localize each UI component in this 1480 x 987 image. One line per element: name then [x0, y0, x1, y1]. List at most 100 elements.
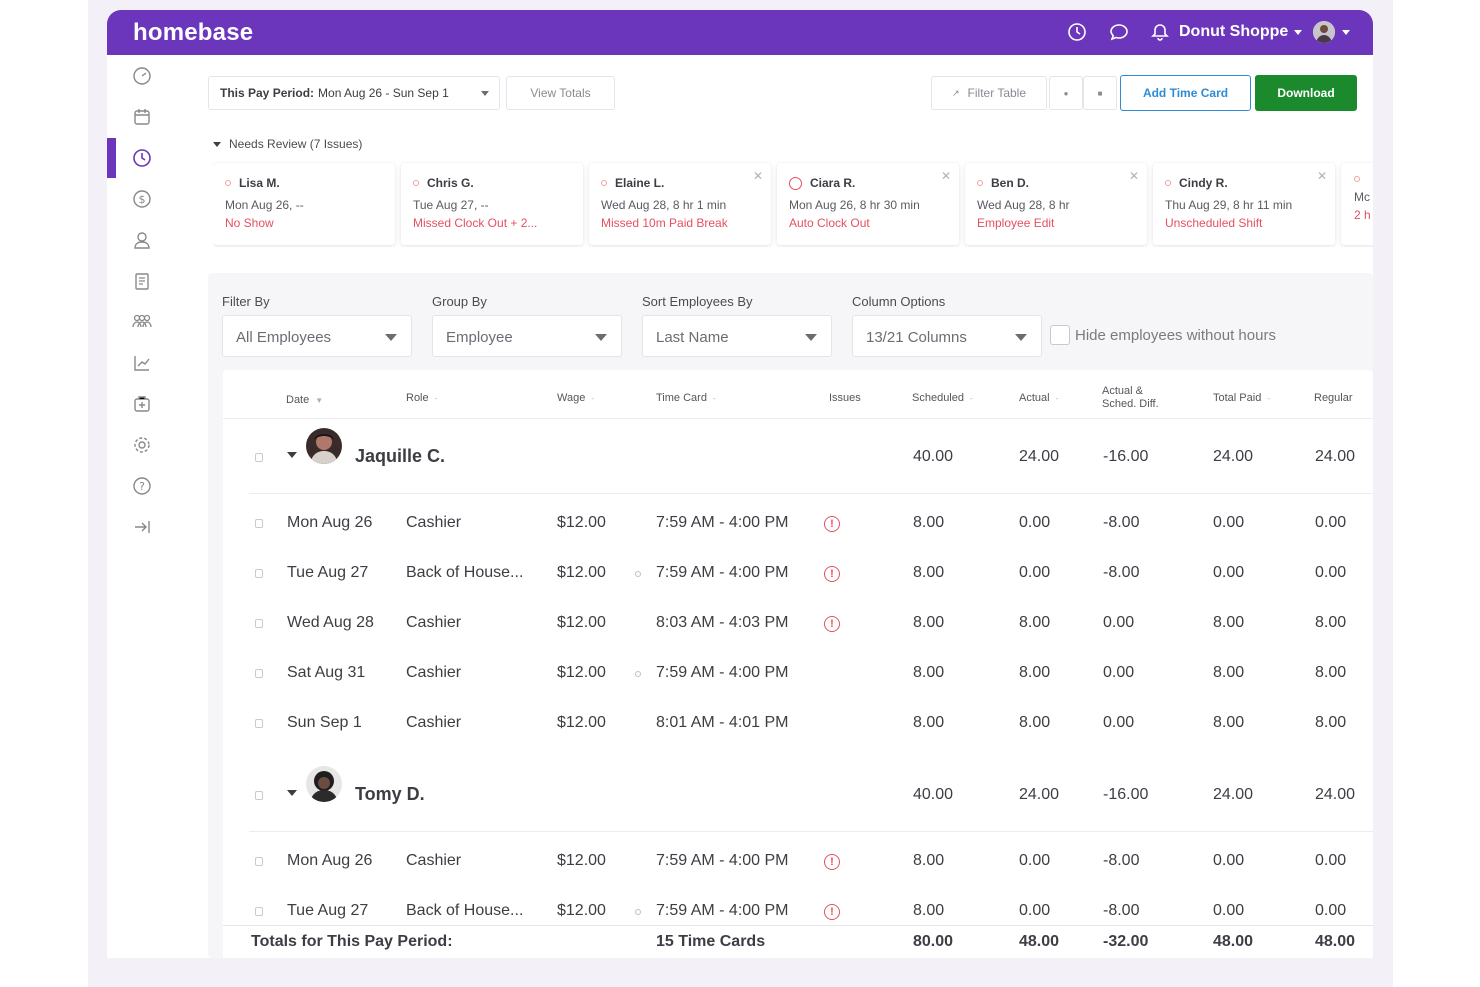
note-icon[interactable]	[635, 571, 641, 577]
issues-header[interactable]: Issues	[829, 392, 861, 404]
caret-down-icon	[213, 141, 221, 147]
date-header[interactable]: Date ▼	[286, 394, 323, 407]
row-role: Back of House...	[406, 564, 524, 581]
lock-icon[interactable]	[255, 791, 263, 800]
issue-card[interactable]: ✕ Ben D. Wed Aug 28, 8 hr Employee Edit	[965, 163, 1147, 245]
row-total-paid: 8.00	[1213, 664, 1245, 681]
row-total-paid: 0.00	[1213, 902, 1245, 919]
row-wage: $12.00	[557, 514, 606, 531]
row-time-card[interactable]: 7:59 AM - 4:00 PM	[656, 664, 789, 681]
issue-alert-icon[interactable]: !	[824, 854, 840, 870]
lock-icon[interactable]	[255, 453, 263, 462]
issue-alert-icon[interactable]: !	[824, 616, 840, 632]
team-icon[interactable]	[131, 311, 153, 333]
issue-employee: Ben D.	[991, 176, 1030, 190]
lock-icon[interactable]	[255, 907, 263, 916]
row-time-card[interactable]: 7:59 AM - 4:00 PM	[656, 514, 789, 531]
row-time-card[interactable]: 7:59 AM - 4:00 PM	[656, 852, 789, 869]
issue-alert-icon[interactable]: !	[824, 516, 840, 532]
totals-scheduled: 80.00	[913, 933, 954, 950]
chevron-down-icon[interactable]	[1342, 30, 1350, 35]
issue-card[interactable]: Lisa M. Mon Aug 26, -- No Show	[213, 163, 395, 245]
employee-name[interactable]: Jaquille C.	[355, 446, 446, 466]
chat-icon[interactable]	[1109, 22, 1129, 42]
row-time-card[interactable]: 7:59 AM - 4:00 PM	[656, 902, 789, 919]
issue-card[interactable]: ✕ Elaine L. Wed Aug 28, 8 hr 1 min Misse…	[589, 163, 771, 245]
document-icon[interactable]	[131, 270, 153, 292]
issue-card[interactable]: ✕ Ciara R. Mon Aug 26, 8 hr 30 min Auto …	[777, 163, 959, 245]
filter-by-select[interactable]: All Employees	[222, 315, 412, 357]
row-date: Mon Aug 26	[287, 852, 373, 869]
row-regular: 0.00	[1315, 514, 1347, 531]
wage-header[interactable]: Wage -	[557, 392, 594, 405]
bell-icon[interactable]	[1150, 22, 1170, 42]
lock-icon[interactable]	[255, 519, 263, 528]
chart-icon[interactable]	[131, 352, 153, 374]
download-button[interactable]: Download	[1255, 75, 1357, 111]
person-icon[interactable]	[131, 229, 153, 251]
scheduled-header[interactable]: Scheduled -	[912, 392, 973, 405]
issue-card[interactable]: Mc 2 h	[1341, 163, 1373, 245]
total-paid-header[interactable]: Total Paid -	[1213, 392, 1270, 405]
close-icon[interactable]: ✕	[752, 169, 763, 183]
issue-card[interactable]: ✕ Cindy R. Thu Aug 29, 8 hr 11 min Unsch…	[1153, 163, 1335, 245]
row-time-card[interactable]: 7:59 AM - 4:00 PM	[656, 564, 789, 581]
role-header[interactable]: Role -	[406, 392, 437, 405]
dashboard-icon[interactable]	[131, 65, 153, 87]
gear-icon[interactable]	[131, 434, 153, 456]
lock-icon[interactable]	[255, 719, 263, 728]
help-icon[interactable]: ?	[131, 475, 153, 497]
status-dot-icon	[1354, 176, 1360, 182]
collapse-icon[interactable]	[131, 516, 153, 538]
sort-by-select[interactable]: Last Name	[642, 315, 832, 357]
group-divider	[249, 493, 1373, 494]
regular-header[interactable]: Regular	[1314, 392, 1353, 404]
clock-icon[interactable]	[1067, 22, 1087, 42]
caret-down-icon[interactable]	[287, 790, 297, 796]
user-avatar[interactable]	[1313, 21, 1335, 43]
calendar-icon[interactable]	[131, 106, 153, 128]
lock-icon[interactable]	[255, 857, 263, 866]
row-time-card[interactable]: 8:03 AM - 4:03 PM	[656, 614, 789, 631]
column-options-select[interactable]: 13/21 Columns	[852, 315, 1042, 357]
needs-review-toggle[interactable]: Needs Review (7 Issues)	[213, 137, 362, 151]
group-actual: 24.00	[1019, 448, 1060, 465]
issue-alert-icon[interactable]: !	[824, 904, 840, 920]
issue-type: Missed Clock Out + 2...	[413, 216, 538, 230]
row-time-card[interactable]: 8:01 AM - 4:01 PM	[656, 714, 789, 731]
print-icon[interactable]: ■	[1083, 76, 1117, 110]
time-card-header[interactable]: Time Card -	[656, 392, 716, 405]
hide-employees-checkbox[interactable]	[1050, 325, 1070, 345]
row-date: Tue Aug 27	[287, 564, 369, 581]
note-icon[interactable]	[635, 671, 641, 677]
pay-period-selector[interactable]: This Pay Period: Mon Aug 26 - Sun Sep 1	[208, 76, 500, 110]
homebase-logo[interactable]: homebase	[133, 19, 254, 46]
close-icon[interactable]: ✕	[1128, 169, 1139, 183]
dollar-icon[interactable]: $	[131, 188, 153, 210]
lock-icon[interactable]	[255, 669, 263, 678]
lock-icon[interactable]	[255, 619, 263, 628]
timeclock-icon[interactable]	[119, 140, 165, 176]
lock-icon[interactable]	[255, 569, 263, 578]
close-icon[interactable]: ✕	[940, 169, 951, 183]
issue-type: Employee Edit	[977, 216, 1055, 230]
caret-down-icon[interactable]	[287, 452, 297, 458]
store-selector[interactable]: Donut Shoppe	[1179, 23, 1303, 41]
sched-diff-header[interactable]: Actual & Sched. Diff.	[1102, 385, 1159, 411]
filter-table-button[interactable]: ↗ Filter Table	[931, 76, 1047, 110]
issue-alert-icon[interactable]: !	[824, 566, 840, 582]
table-options-icon[interactable]: ●	[1049, 76, 1083, 110]
issue-card[interactable]: Chris G. Tue Aug 27, -- Missed Clock Out…	[401, 163, 583, 245]
group-divider	[249, 831, 1373, 832]
plus-case-icon[interactable]	[131, 393, 153, 415]
actual-header[interactable]: Actual -	[1019, 392, 1058, 405]
row-role: Back of House...	[406, 902, 524, 919]
note-icon[interactable]	[635, 909, 641, 915]
view-totals-button[interactable]: View Totals	[506, 76, 615, 110]
pencil-icon: ↗	[951, 87, 960, 98]
employee-name[interactable]: Tomy D.	[355, 784, 425, 804]
add-time-card-button[interactable]: Add Time Card	[1120, 75, 1251, 111]
close-icon[interactable]: ✕	[1316, 169, 1327, 183]
filter-by-value: All Employees	[236, 329, 332, 346]
group-by-select[interactable]: Employee	[432, 315, 622, 357]
